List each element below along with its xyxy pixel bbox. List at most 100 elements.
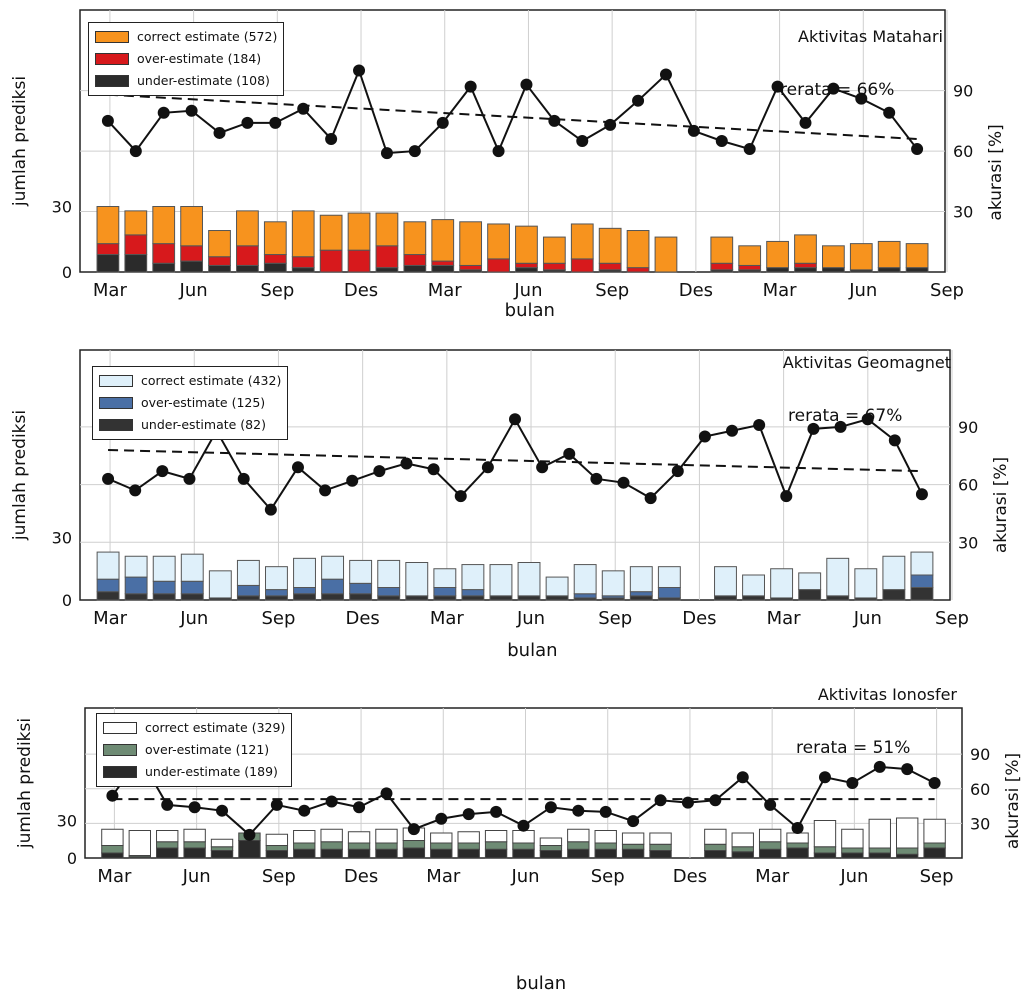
- accuracy-point: [604, 118, 617, 131]
- bar-under-estimate: [489, 595, 513, 601]
- accuracy-point: [827, 82, 840, 95]
- accuracy-point: [435, 812, 448, 825]
- bar-under-estimate: [766, 267, 789, 273]
- bar-under-estimate: [101, 852, 124, 859]
- bar-correct-estimate: [794, 234, 817, 264]
- bar-correct-estimate: [826, 557, 850, 597]
- legend-swatch-over: [95, 53, 129, 65]
- bar-under-estimate: [180, 593, 204, 601]
- bar-over-estimate: [236, 245, 259, 266]
- x-tick-label: Jun: [510, 866, 539, 887]
- bar-correct-estimate: [822, 245, 845, 269]
- accuracy-point: [644, 492, 657, 505]
- bar-under-estimate: [877, 267, 901, 273]
- bar-correct-estimate: [704, 828, 727, 845]
- bar-correct-estimate: [263, 221, 287, 256]
- bar-under-estimate: [649, 850, 672, 859]
- bar-correct-estimate: [854, 568, 878, 599]
- accuracy-point: [572, 804, 585, 817]
- bar-under-estimate: [321, 593, 345, 601]
- y2-tick-label: 30: [958, 533, 978, 552]
- bar-correct-estimate: [319, 214, 343, 251]
- bar-correct-estimate: [512, 830, 535, 844]
- accuracy-point: [129, 145, 142, 158]
- accuracy-point: [183, 472, 196, 485]
- y2-tick-label: 60: [958, 476, 978, 495]
- bar-correct-estimate: [320, 828, 343, 843]
- y-axis-label: jumlah prediksi: [15, 718, 35, 849]
- bar-over-estimate: [515, 262, 538, 269]
- bar-over-estimate: [433, 587, 457, 597]
- bar-over-estimate: [487, 258, 510, 273]
- accuracy-point: [807, 422, 820, 435]
- bar-correct-estimate: [770, 568, 794, 599]
- bar-over-estimate: [375, 842, 398, 850]
- legend: correct estimate (572) over-estimate (18…: [88, 22, 285, 96]
- bar-under-estimate: [923, 847, 946, 859]
- accuracy-point: [408, 145, 421, 158]
- bar-over-estimate: [293, 587, 316, 595]
- y-tick-label: 0: [67, 849, 77, 868]
- accuracy-point: [407, 823, 420, 836]
- bar-over-estimate: [403, 254, 427, 266]
- bar-under-estimate: [895, 853, 919, 859]
- bar-correct-estimate: [657, 566, 681, 589]
- y2-tick-label: 30: [953, 203, 973, 222]
- legend: correct estimate (329) over-estimate (12…: [96, 713, 293, 787]
- accuracy-point: [520, 78, 533, 91]
- bar-over-estimate: [431, 260, 455, 266]
- bar-correct-estimate: [731, 832, 754, 848]
- bar-under-estimate: [152, 593, 176, 601]
- x-tick-label: Mar: [93, 280, 128, 301]
- accuracy-point: [481, 461, 494, 474]
- bar-under-estimate: [347, 848, 371, 859]
- accuracy-point: [353, 801, 366, 814]
- bar-over-estimate: [813, 846, 837, 854]
- bar-over-estimate: [573, 593, 597, 599]
- bar-over-estimate: [265, 845, 289, 851]
- accuracy-point: [632, 94, 645, 107]
- x-tick-label: Mar: [767, 608, 802, 629]
- bar-correct-estimate: [180, 206, 203, 247]
- bar-under-estimate: [210, 850, 234, 859]
- accuracy-point: [654, 794, 667, 807]
- bar-over-estimate: [124, 576, 148, 595]
- accuracy-point: [241, 116, 254, 129]
- bar-under-estimate: [291, 267, 315, 273]
- bar-over-estimate: [402, 840, 426, 849]
- bar-over-estimate: [377, 587, 401, 597]
- chart-title: Aktivitas Ionosfer: [817, 685, 957, 704]
- chart-title: Aktivitas Geomagnet: [782, 353, 951, 372]
- bar-over-estimate: [710, 262, 734, 271]
- legend-swatch-under: [99, 419, 133, 431]
- bar-correct-estimate: [487, 223, 510, 260]
- bar-over-estimate: [731, 846, 754, 853]
- accuracy-point: [846, 777, 859, 789]
- bar-under-estimate: [265, 595, 288, 601]
- x-tick-label: Des: [682, 608, 716, 629]
- bar-under-estimate: [183, 847, 206, 859]
- y2-axis-label: akurasi [%]: [986, 124, 1006, 220]
- bar-under-estimate: [208, 264, 231, 273]
- bar-under-estimate: [714, 595, 737, 601]
- bar-over-estimate: [263, 254, 287, 264]
- legend: correct estimate (432) over-estimate (12…: [92, 366, 289, 440]
- bar-correct-estimate: [601, 570, 625, 597]
- y-axis-label: jumlah prediksi: [10, 410, 30, 541]
- bar-over-estimate: [895, 847, 919, 855]
- bar-correct-estimate: [567, 828, 590, 843]
- bar-under-estimate: [430, 848, 453, 859]
- x-axis-label: bulan: [507, 640, 557, 661]
- accuracy-point: [325, 132, 338, 145]
- bar-correct-estimate: [742, 574, 765, 597]
- bar-correct-estimate: [375, 212, 399, 247]
- x-tick-label: Jun: [179, 608, 208, 629]
- legend-swatch-correct: [95, 31, 129, 43]
- legend-label: under-estimate (189): [145, 764, 278, 779]
- accuracy-point: [462, 808, 475, 821]
- bar-over-estimate: [101, 845, 124, 854]
- bar-correct-estimate: [905, 243, 929, 269]
- x-tick-label: Jun: [839, 866, 868, 887]
- bar-under-estimate: [263, 262, 287, 273]
- accuracy-point: [563, 447, 576, 460]
